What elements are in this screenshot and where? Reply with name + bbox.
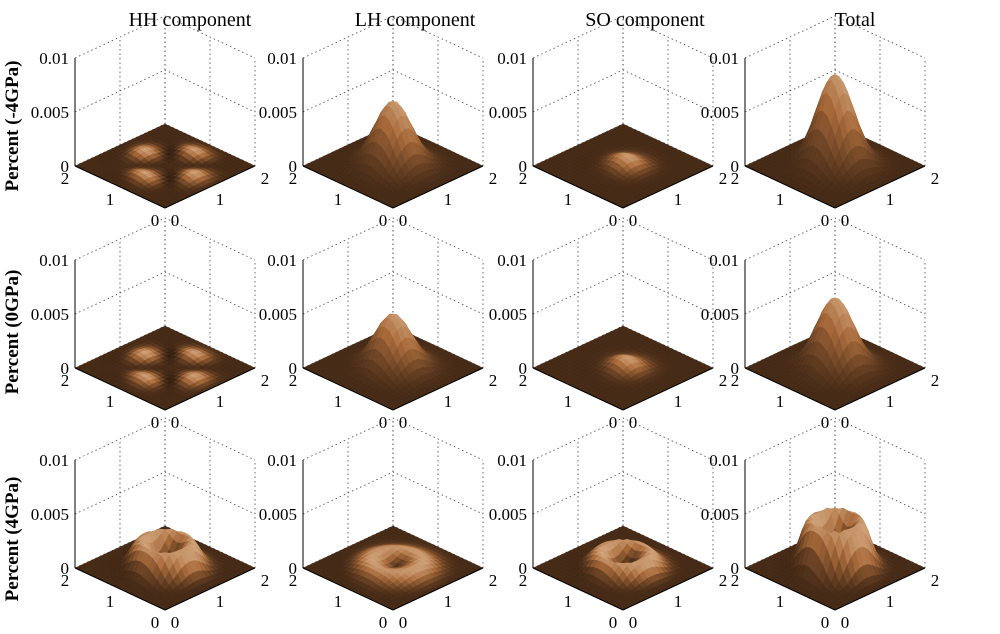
z-tick-label: 0.005 xyxy=(31,305,69,324)
y-tick-label: 2 xyxy=(289,371,298,390)
x-tick-label: 1 xyxy=(216,592,225,611)
z-tick-label: 0.01 xyxy=(497,251,527,270)
x-tick-label: 1 xyxy=(674,190,683,209)
y-tick-label: 0 xyxy=(151,211,160,230)
x-tick-label: 1 xyxy=(216,392,225,411)
x-tick-label: 2 xyxy=(261,571,270,590)
x-tick-label: 2 xyxy=(489,169,498,188)
z-tick-label: 0.01 xyxy=(39,49,69,68)
y-tick-label: 1 xyxy=(776,190,785,209)
z-tick-label: 0.01 xyxy=(709,49,739,68)
x-tick-label: 2 xyxy=(261,169,270,188)
y-tick-label: 2 xyxy=(731,169,740,188)
z-tick-label: 0.005 xyxy=(701,103,739,122)
y-tick-label: 1 xyxy=(106,392,115,411)
z-tick-label: 0.005 xyxy=(701,305,739,324)
x-tick-label: 2 xyxy=(489,371,498,390)
y-tick-label: 0 xyxy=(609,211,618,230)
x-tick-label: 1 xyxy=(886,392,895,411)
y-tick-label: 2 xyxy=(519,169,528,188)
x-tick-label: 0 xyxy=(399,413,408,432)
x-tick-label: 2 xyxy=(931,169,940,188)
x-tick-label: 1 xyxy=(444,190,453,209)
y-tick-label: 0 xyxy=(379,211,388,230)
y-tick-label: 2 xyxy=(61,169,70,188)
x-tick-label: 1 xyxy=(216,190,225,209)
y-tick-label: 1 xyxy=(106,592,115,611)
x-tick-label: 0 xyxy=(629,211,638,230)
z-tick-label: 0.01 xyxy=(709,251,739,270)
x-tick-label: 1 xyxy=(674,392,683,411)
z-tick-label: 0.005 xyxy=(31,103,69,122)
z-tick-label: 0.01 xyxy=(497,49,527,68)
y-tick-label: 0 xyxy=(379,413,388,432)
y-tick-label: 0 xyxy=(821,413,830,432)
y-tick-label: 0 xyxy=(609,413,618,432)
z-tick-label: 0.01 xyxy=(39,251,69,270)
x-tick-label: 1 xyxy=(886,190,895,209)
x-tick-label: 0 xyxy=(841,413,850,432)
z-tick-label: 0.005 xyxy=(31,505,69,524)
z-tick-label: 0.01 xyxy=(267,251,297,270)
x-tick-label: 0 xyxy=(171,211,180,230)
y-tick-label: 2 xyxy=(289,169,298,188)
y-tick-label: 1 xyxy=(334,190,343,209)
x-tick-label: 1 xyxy=(444,392,453,411)
x-tick-label: 0 xyxy=(629,413,638,432)
y-tick-label: 0 xyxy=(151,413,160,432)
x-tick-label: 2 xyxy=(931,371,940,390)
y-tick-label: 1 xyxy=(564,392,573,411)
x-tick-label: 0 xyxy=(171,613,180,630)
y-tick-label: 2 xyxy=(731,371,740,390)
x-tick-label: 0 xyxy=(171,413,180,432)
y-tick-label: 0 xyxy=(151,613,160,630)
y-tick-label: 1 xyxy=(106,190,115,209)
y-tick-label: 2 xyxy=(61,371,70,390)
surface-panel: 0.010.0050210012y (nm)x (nm) xyxy=(259,418,505,630)
x-tick-label: 0 xyxy=(841,211,850,230)
z-tick-label: 0.005 xyxy=(259,103,297,122)
z-tick-label: 0.01 xyxy=(267,49,297,68)
x-tick-label: 0 xyxy=(399,211,408,230)
z-tick-label: 0.005 xyxy=(259,305,297,324)
z-tick-label: 0.005 xyxy=(489,305,527,324)
x-tick-label: 2 xyxy=(719,371,728,390)
y-tick-label: 1 xyxy=(334,392,343,411)
y-tick-label: 2 xyxy=(61,571,70,590)
z-tick-label: 0.005 xyxy=(489,103,527,122)
x-tick-label: 2 xyxy=(719,169,728,188)
y-tick-label: 1 xyxy=(564,190,573,209)
y-tick-label: 1 xyxy=(776,392,785,411)
surface-panel: 0.010.0050210012y (nm)x (nm) xyxy=(31,418,277,630)
y-tick-label: 0 xyxy=(821,211,830,230)
y-tick-label: 2 xyxy=(519,371,528,390)
z-tick-label: 0.01 xyxy=(39,451,69,470)
x-tick-label: 2 xyxy=(261,371,270,390)
